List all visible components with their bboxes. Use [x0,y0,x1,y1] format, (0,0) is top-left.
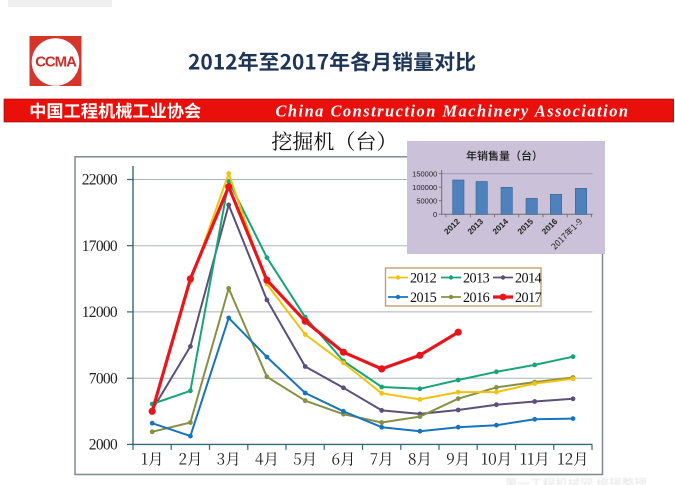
svg-text:2013: 2013 [463,271,490,287]
svg-text:2012: 2012 [410,271,437,287]
svg-text:CCMA: CCMA [35,54,77,71]
svg-text:17000: 17000 [82,238,118,255]
svg-text:2000: 2000 [89,437,118,454]
svg-text:2014: 2014 [515,271,542,287]
svg-text:China Construction Machinery A: China Construction Machinery Association [275,101,629,120]
svg-text:2017: 2017 [515,290,542,306]
svg-text:50000: 50000 [416,197,437,206]
svg-text:22000: 22000 [82,172,118,189]
svg-text:12000: 12000 [82,304,118,321]
svg-text:150000: 150000 [412,170,437,179]
svg-text:0: 0 [433,210,437,219]
svg-text:2015: 2015 [410,290,437,306]
svg-text:7000: 7000 [89,370,118,387]
svg-text:2016: 2016 [463,290,490,306]
svg-text:100000: 100000 [412,183,437,192]
